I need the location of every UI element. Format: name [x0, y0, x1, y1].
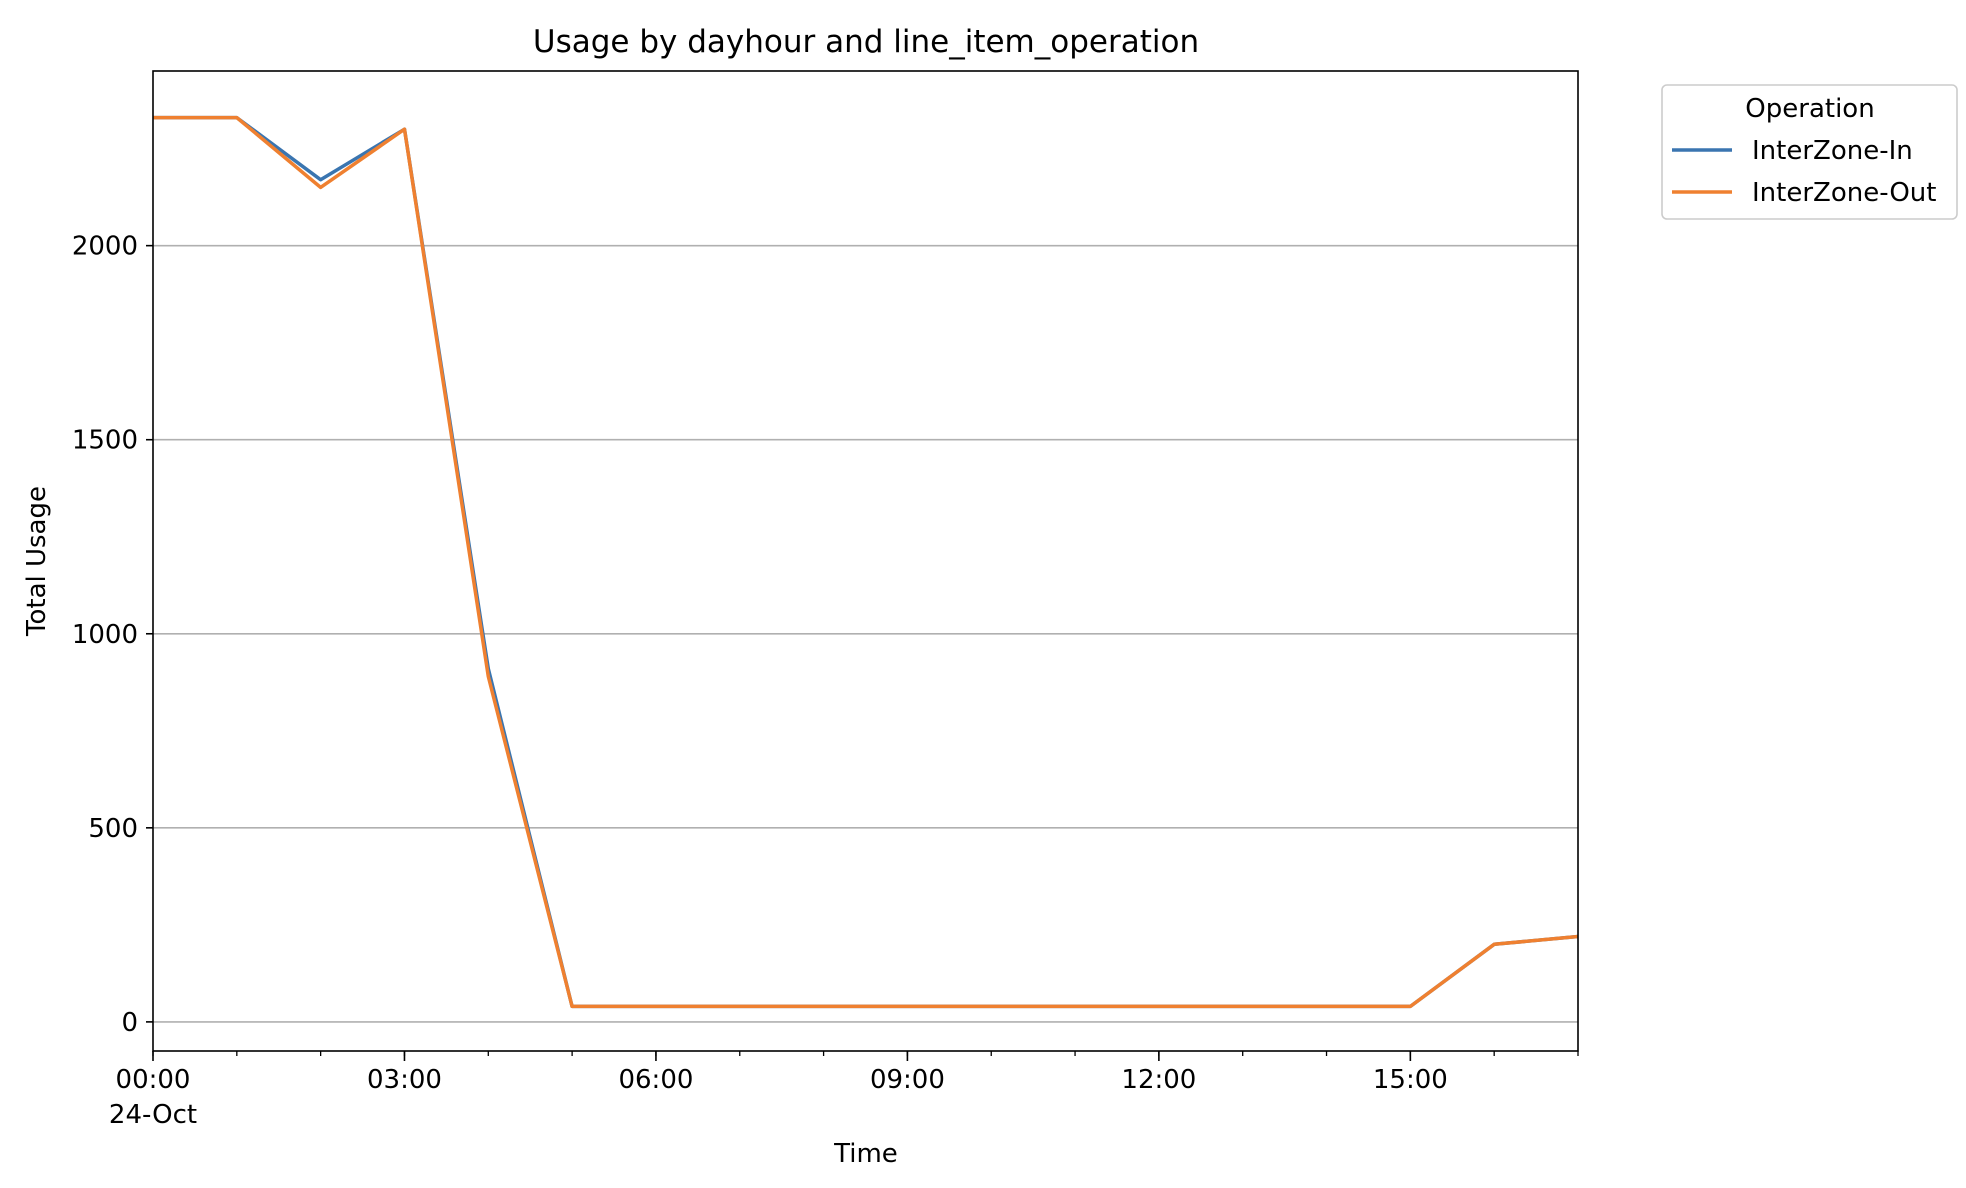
y-tick-label-1000: 1000 — [72, 620, 138, 650]
x-tick-label-12: 12:00 — [1121, 1065, 1196, 1095]
series-lines — [153, 115, 1579, 1009]
y-tick-label-1500: 1500 — [72, 426, 138, 456]
y-axis-ticks: 0 500 1000 1500 2000 — [72, 232, 153, 1038]
y-tick-label-0: 0 — [121, 1008, 138, 1038]
chart-title: Usage by dayhour and line_item_operation — [533, 24, 1199, 60]
y-tick-label-500: 500 — [88, 814, 138, 844]
y-tick-label-2000: 2000 — [72, 232, 138, 262]
x-axis-label: Time — [833, 1139, 898, 1169]
gridlines — [153, 244, 1578, 1023]
y-axis-label: Total Usage — [22, 486, 52, 637]
series-line-interzone-out — [153, 115, 1579, 1009]
legend-box — [1661, 84, 1958, 220]
x-tick-label-3: 03:00 — [367, 1065, 442, 1095]
legend-label-interzone-out: InterZone-Out — [1752, 178, 1936, 208]
x-tick-label-6: 06:00 — [618, 1065, 693, 1095]
x-axis-ticks: 00:00 24-Oct 03:00 06:00 09:00 12:00 15:00 — [109, 1051, 1579, 1130]
legend-label-interzone-in: InterZone-In — [1752, 136, 1913, 166]
plot-frame — [152, 70, 1579, 1052]
x-tick-sublabel-0: 24-Oct — [109, 1100, 197, 1130]
legend-title: Operation — [1745, 94, 1874, 124]
x-tick-label-15: 15:00 — [1373, 1065, 1448, 1095]
legend: Operation InterZone-In InterZone-Out — [1661, 84, 1958, 220]
x-tick-label-9: 09:00 — [870, 1065, 945, 1095]
x-tick-label-0: 00:00 — [116, 1065, 191, 1095]
